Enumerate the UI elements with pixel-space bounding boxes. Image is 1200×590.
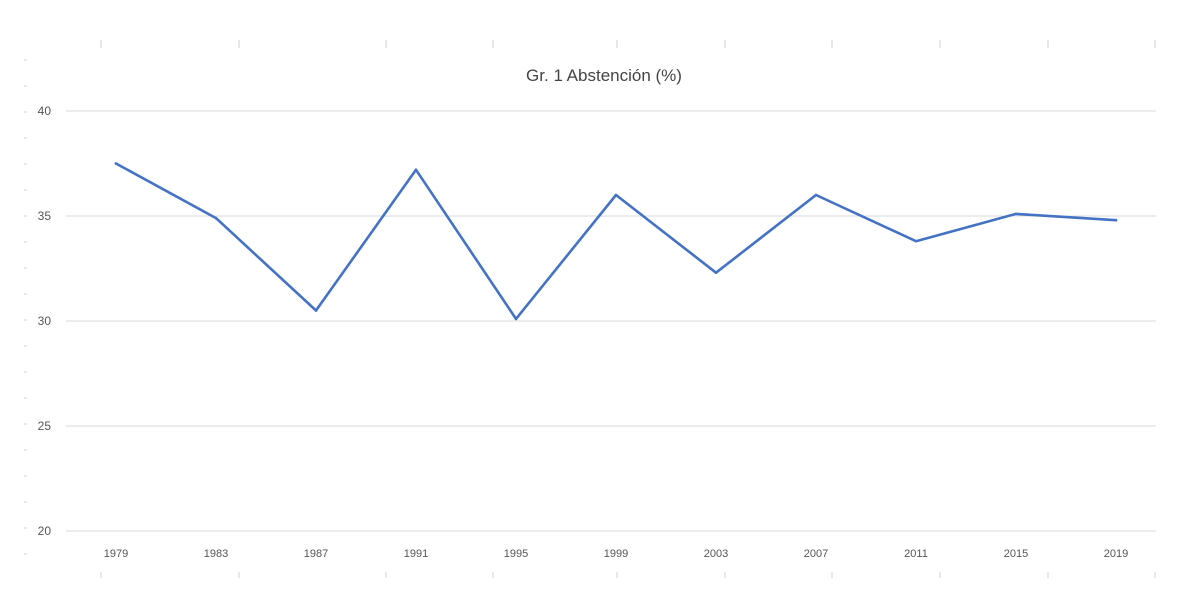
x-tick-label: 1991 (404, 548, 428, 560)
y-axis-ticks: 20 25 30 35 40 (38, 104, 52, 538)
border-artifacts (24, 40, 1156, 578)
x-tick-label: 1979 (104, 548, 128, 560)
data-point-1995 (514, 317, 518, 321)
x-tick-label: 2007 (804, 548, 828, 560)
data-point-1999 (614, 193, 618, 197)
y-tick-label: 35 (38, 209, 52, 223)
chart-title: Gr. 1 Abstención (%) (526, 66, 682, 85)
series-line (114, 162, 1118, 321)
x-tick-label: 2015 (1004, 548, 1028, 560)
data-point-2011 (914, 239, 918, 243)
x-tick-label: 2003 (704, 548, 728, 560)
data-point-1987 (314, 309, 318, 312)
data-point-2003 (714, 271, 718, 275)
data-point-1979 (114, 162, 118, 165)
y-tick-label: 20 (38, 524, 52, 538)
data-point-2015 (1014, 212, 1018, 216)
data-point-2019 (1114, 218, 1118, 222)
data-point-1983 (214, 216, 218, 220)
x-tick-label: 1987 (304, 548, 328, 560)
y-tick-label: 30 (38, 314, 52, 328)
data-point-1991 (414, 168, 418, 172)
x-tick-label: 2011 (904, 548, 928, 560)
x-tick-label: 2019 (1104, 548, 1128, 560)
y-tick-label: 25 (38, 419, 52, 433)
gridlines (66, 110, 1156, 532)
x-tick-label: 1983 (204, 548, 228, 560)
series-group (114, 162, 1118, 321)
data-point-2007 (814, 193, 818, 197)
x-axis-ticks: 1979 1983 1987 1991 1995 1999 2003 2007 2011 2015… (104, 548, 1128, 560)
y-tick-label: 40 (38, 104, 52, 118)
x-tick-label: 1995 (504, 548, 528, 560)
x-tick-label: 1999 (604, 548, 628, 560)
